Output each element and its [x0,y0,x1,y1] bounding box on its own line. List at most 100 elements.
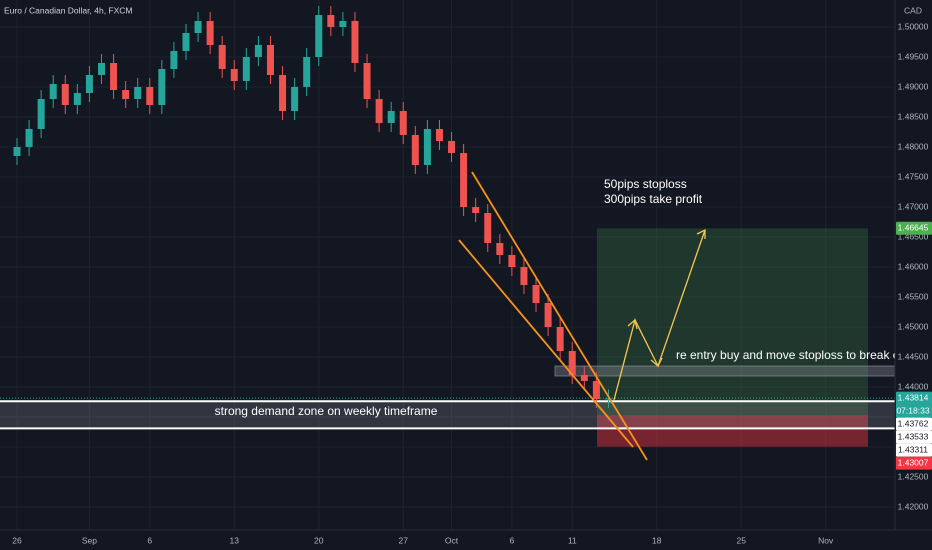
x-tick-label: Oct [445,535,459,545]
channel-lower [458,239,634,448]
candle-body [206,21,214,46]
demand-zone [0,401,895,429]
candle-body [496,243,504,256]
candle-body [580,375,588,382]
candle-body [122,90,130,100]
candle-body [194,21,202,34]
annotation: strong demand zone on weekly timeframe [215,404,438,418]
price-tag [896,443,932,457]
x-tick-label: Sep [82,535,97,545]
candle-body [73,93,81,106]
candle-body [460,153,468,208]
channel [458,171,648,461]
price-tag-label: 1.43762 [898,418,929,428]
candle-body [399,111,407,136]
candle-body [520,267,528,286]
zones [0,228,895,447]
candle-body [291,87,299,112]
y-tick-label: 1.44500 [898,351,929,361]
candle-body [544,303,552,328]
y-tick-label: 1.42500 [898,471,929,481]
annotation: re entry buy and move stoploss to break … [676,348,905,362]
candle-body [37,99,45,130]
y-tick-label: 1.44000 [898,381,929,391]
candle-body [423,129,431,166]
re-entry-zone [554,365,896,377]
y-tick-label: 1.48000 [898,141,929,151]
price-tag-label: 1.46645 [898,223,929,233]
candle-body [146,87,154,106]
candle-body [472,207,480,214]
candle-body [25,129,33,148]
y-tick-label: 1.49500 [898,51,929,61]
candle-body [484,213,492,244]
x-tick-label: 13 [230,535,240,545]
candle-body [134,87,142,100]
projection-arrow [613,228,706,401]
y-tick-label: 1.47000 [898,201,929,211]
x-tick-label: 18 [652,535,662,545]
x-tick-label: 26 [12,535,22,545]
y-tick-label: 1.50000 [898,21,929,31]
candle-body [327,15,335,28]
x-tick-label: 25 [736,535,746,545]
x-tick-label: 6 [510,535,515,545]
candle-body [411,135,419,166]
candle-body [158,69,166,106]
price-tag-label: 1.43814 [898,392,929,402]
y-tick-label: 1.46000 [898,261,929,271]
candle-body [254,45,262,58]
candle-body [592,381,600,400]
candle-body [508,255,516,268]
price-tag [896,221,932,235]
arrow-head [650,357,663,368]
candle-body [375,99,383,124]
projection-path [613,229,706,401]
candle-body [339,21,347,28]
y-tick-label: 1.49000 [898,81,929,91]
candle-body [448,141,456,154]
y-tick-label: 1.48500 [898,111,929,121]
arrow-head [696,228,706,239]
price-tag-label: 1.43533 [898,431,929,441]
grid [0,0,895,530]
candle-body [363,63,371,100]
candle-body [532,285,540,304]
price-tag [896,430,932,444]
candle-body [387,111,395,124]
candle-body [315,15,323,58]
candles [13,6,612,409]
candle-body [49,84,57,100]
arrow-head [627,318,638,330]
take-profit-zone [597,228,868,416]
x-tick-label: 6 [147,535,152,545]
candle-body [218,45,226,70]
y-tick-label: 1.45500 [898,291,929,301]
stop-loss-zone [597,415,868,447]
candle-body [182,33,190,52]
candle-body [170,51,178,70]
price-tag [896,417,932,431]
annotation: 50pips stoploss [604,177,687,191]
price-tag [896,456,932,470]
x-tick-label: Nov [818,535,834,545]
candle-body [568,351,576,376]
candle-body [242,57,250,82]
y-tick-label: 1.46500 [898,231,929,241]
y-tick-label: 1.45000 [898,321,929,331]
price-tag-label: 1.43311 [898,444,928,454]
annotation: 300pips take profit [604,192,703,206]
candle-body [230,69,238,82]
axes: 1.420001.425001.430001.435001.440001.445… [12,21,928,545]
candle-body [279,75,287,112]
price-tags: 1.46645 1.43814 07:18:33 1.43762 1.43533 1.43… [896,221,932,470]
price-tag [896,391,932,418]
candle-body [266,45,274,76]
x-tick-label: 20 [314,535,324,545]
price-tag-label: 1.43007 [898,457,929,467]
candle-body [435,129,443,142]
y-tick-label: 1.47500 [898,171,929,181]
channel-upper [471,171,648,461]
